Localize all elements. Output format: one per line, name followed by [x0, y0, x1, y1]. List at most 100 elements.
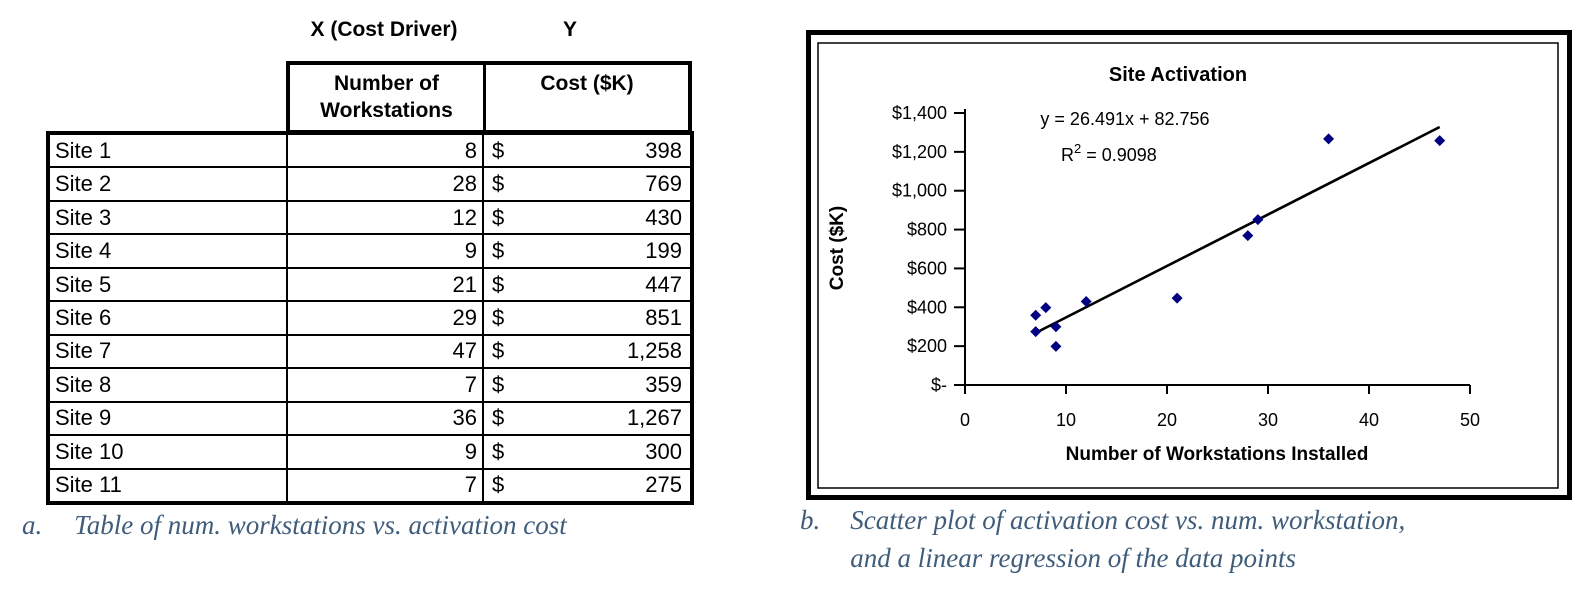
- y-axis-title: Cost ($K): [827, 206, 848, 290]
- currency-symbol: $: [492, 238, 505, 264]
- y-tick-label: $400: [907, 297, 947, 317]
- data-point-marker: [1242, 230, 1254, 242]
- caption-b-line1: Scatter plot of activation cost vs. num.…: [850, 505, 1406, 535]
- table-row-2-site: Site 2: [49, 167, 287, 201]
- trendline-equation: y = 26.491x + 82.756: [1040, 109, 1209, 129]
- table-row-7-workstations: 47: [287, 334, 483, 369]
- y-tick-label: $800: [907, 220, 947, 240]
- table-column-headers: Number of Workstations Cost ($K): [286, 61, 692, 134]
- table-row-3-cost: $430: [483, 200, 691, 235]
- currency-symbol: $: [492, 438, 505, 464]
- table-row-10-cost: $300: [483, 435, 691, 469]
- x-tick-label: 10: [1056, 410, 1076, 430]
- cost-value: 447: [645, 271, 682, 297]
- currency-symbol: $: [492, 137, 505, 163]
- x-tick-label: 40: [1359, 410, 1379, 430]
- cost-value: 430: [645, 204, 682, 230]
- cost-value: 359: [645, 371, 682, 397]
- caption-b-line2: and a linear regression of the data poin…: [850, 543, 1296, 573]
- table-row-3-site: Site 3: [49, 200, 287, 235]
- plot-inner-border: [817, 42, 1559, 489]
- caption-a-label: a.: [22, 510, 43, 540]
- currency-symbol: $: [492, 204, 505, 230]
- cost-value: 769: [645, 171, 682, 197]
- x-tick-label: 20: [1157, 410, 1177, 430]
- table-row-5-workstations: 21: [287, 267, 483, 302]
- data-point-marker: [1050, 321, 1062, 333]
- data-point-marker: [1434, 135, 1446, 147]
- table-row-8-site: Site 8: [49, 368, 287, 402]
- y-tick-label: $200: [907, 336, 947, 356]
- table-row-6-cost: $851: [483, 301, 691, 335]
- cost-value: 1,258: [626, 338, 682, 364]
- cost-value: 398: [645, 137, 682, 163]
- currency-symbol: $: [492, 371, 505, 397]
- caption-a: a. Table of num. workstations vs. activa…: [22, 506, 567, 544]
- table-row-11-site: Site 11: [49, 468, 287, 502]
- caption-b-text: Scatter plot of activation cost vs. num.…: [850, 501, 1405, 577]
- col-header-cost: Cost ($K): [540, 72, 634, 95]
- caption-a-text: Table of num. workstations vs. activatio…: [74, 510, 567, 540]
- table-row-4-cost: $199: [483, 234, 691, 268]
- currency-symbol: $: [492, 405, 505, 431]
- table-x-driver-header: X (Cost Driver): [310, 18, 458, 41]
- table-row-6-workstations: 29: [287, 301, 483, 335]
- data-point-marker: [1080, 295, 1092, 307]
- y-tick-label: $1,200: [892, 142, 947, 162]
- table-row-3-workstations: 12: [287, 200, 483, 235]
- y-tick-label: $-: [931, 375, 947, 395]
- table-row-4-site: Site 4: [49, 234, 287, 268]
- table-row-1-site: Site 1: [49, 134, 287, 168]
- x-axis-title: Number of Workstations Installed: [1066, 444, 1369, 465]
- site-data-table: Site 1 8 $398 Site 2 28 $769 Site 3 12 $430 Site …: [46, 131, 694, 505]
- table-row-9-workstations: 36: [287, 401, 483, 436]
- chart-title: Site Activation: [1109, 64, 1247, 86]
- scatter-plot-svg: Site Activation y = 26.491x + 82.756 R2 =…: [817, 42, 1559, 489]
- table-row-5-cost: $447: [483, 267, 691, 302]
- data-point-marker: [1323, 133, 1335, 145]
- y-tick-label: $1,000: [892, 181, 947, 201]
- table-row-2-cost: $769: [483, 167, 691, 201]
- chart-frame: Site Activation y = 26.491x + 82.756 R2 =…: [806, 30, 1572, 500]
- table-row-11-workstations: 7: [287, 468, 483, 502]
- x-tick-label: 30: [1258, 410, 1278, 430]
- table-row-6-site: Site 6: [49, 301, 287, 335]
- table-row-8-cost: $359: [483, 368, 691, 402]
- table-y-header: Y: [562, 18, 577, 41]
- x-tick-label: 0: [960, 410, 970, 430]
- col-header-workstations: Number of Workstations: [290, 65, 486, 130]
- x-tick-label: 50: [1460, 410, 1480, 430]
- cost-value: 851: [645, 304, 682, 330]
- table-row-1-workstations: 8: [287, 134, 483, 168]
- table-row-10-site: Site 10: [49, 435, 287, 469]
- cost-value: 1,267: [626, 405, 682, 431]
- currency-symbol: $: [492, 304, 505, 330]
- data-point-marker: [1050, 340, 1062, 352]
- col-header-workstations-line1: Number of: [334, 72, 439, 95]
- caption-b: b. Scatter plot of activation cost vs. n…: [800, 501, 1405, 577]
- table-row-1-cost: $398: [483, 134, 691, 168]
- table-row-8-workstations: 7: [287, 368, 483, 402]
- table-row-4-workstations: 9: [287, 234, 483, 268]
- caption-b-label: b.: [800, 505, 821, 535]
- table-row-2-workstations: 28: [287, 167, 483, 201]
- cost-value: 300: [645, 438, 682, 464]
- table-row-5-site: Site 5: [49, 267, 287, 302]
- r-squared-label: R2 = 0.9098: [1061, 141, 1157, 165]
- y-tick-label: $600: [907, 258, 947, 278]
- data-point-marker: [1171, 292, 1183, 304]
- table-row-9-site: Site 9: [49, 401, 287, 436]
- data-point-marker: [1030, 326, 1042, 338]
- table-row-11-cost: $275: [483, 468, 691, 502]
- data-point-marker: [1030, 309, 1042, 321]
- cost-value: 275: [645, 472, 682, 498]
- trendline: [1035, 125, 1441, 335]
- table-row-7-cost: $1,258: [483, 334, 691, 369]
- col-header-workstations-line2: Workstations: [320, 99, 453, 122]
- table-row-10-workstations: 9: [287, 435, 483, 469]
- currency-symbol: $: [492, 472, 505, 498]
- data-point-marker: [1040, 302, 1052, 314]
- cost-value: 199: [645, 238, 682, 264]
- table-row-7-site: Site 7: [49, 334, 287, 369]
